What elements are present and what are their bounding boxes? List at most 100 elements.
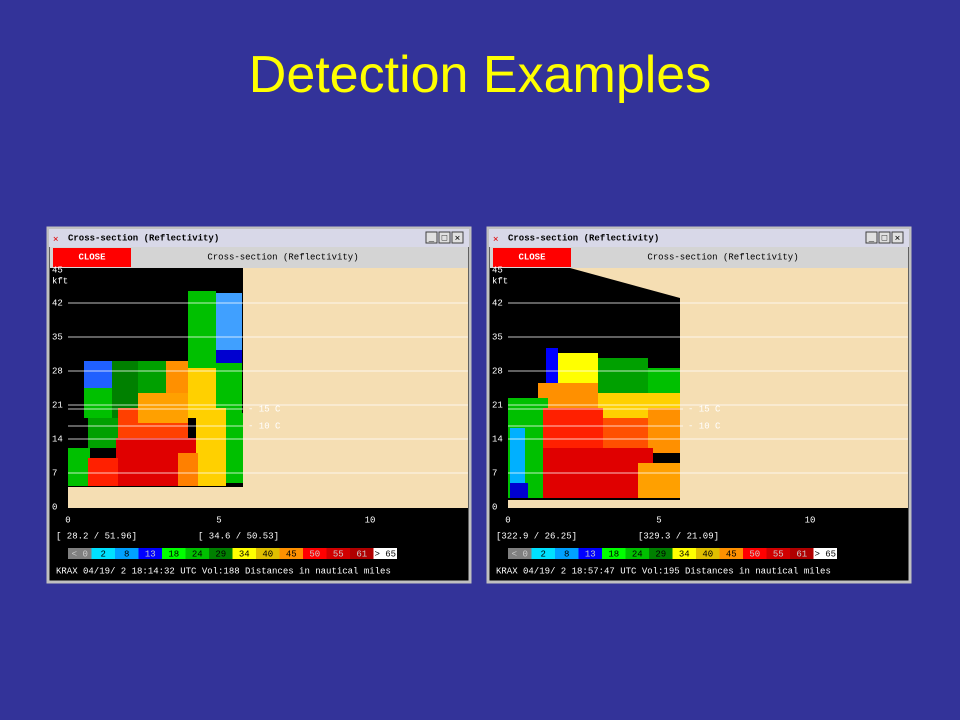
app-window: ✕ Cross-section (Reflectivity) _ □ ✕ CLOSE Cro…	[46, 226, 472, 584]
radar-echo	[196, 408, 226, 486]
legend-swatch	[649, 548, 673, 559]
radar-echo	[226, 413, 243, 483]
isotherm-label: - 10 C	[688, 421, 721, 431]
legend-label: 45	[726, 549, 737, 559]
close-icon: ✕	[493, 234, 498, 244]
window-title: Cross-section (Reflectivity)	[508, 233, 659, 243]
legend-swatch	[185, 548, 209, 559]
status-line: KRAX 04/19/ 2 18:14:32 UTC Vol:188 Dista…	[56, 566, 391, 576]
window-button[interactable]	[425, 231, 438, 244]
beam-top	[570, 268, 680, 298]
coord-end: [ 34.6 / 50.53]	[198, 531, 279, 541]
y-label: 0	[52, 502, 57, 512]
title-bar	[489, 229, 909, 247]
legend-label: > 65	[814, 549, 836, 559]
legend-swatch	[303, 548, 327, 559]
legend-label: 61	[796, 549, 807, 559]
y-label: 21	[492, 400, 503, 410]
status-line: KRAX 04/19/ 2 18:57:47 UTC Vol:195 Dista…	[496, 566, 831, 576]
y-label: 35	[492, 332, 503, 342]
y-label: 45	[52, 265, 63, 275]
legend-label: 29	[655, 549, 666, 559]
radar-echo	[84, 388, 114, 418]
legend-label: > 65	[374, 549, 396, 559]
close-button[interactable]	[53, 248, 131, 267]
y-label: 28	[52, 366, 63, 376]
window-button[interactable]	[865, 231, 878, 244]
window-title: Cross-section (Reflectivity)	[68, 233, 219, 243]
legend-swatch	[719, 548, 743, 559]
x-label: 0	[65, 515, 70, 525]
radar-echo	[648, 408, 680, 453]
radar-echo	[543, 408, 603, 448]
window-button[interactable]	[878, 231, 891, 244]
window-button[interactable]	[438, 231, 451, 244]
legend-label: 55	[333, 549, 344, 559]
legend-label: 24	[632, 549, 643, 559]
radar-echo	[598, 358, 648, 398]
legend-label: 29	[215, 549, 226, 559]
legend-swatch	[326, 548, 350, 559]
legend-swatch	[91, 548, 115, 559]
window-button-icon: _	[868, 233, 875, 243]
legend-label: 34	[239, 549, 250, 559]
y-label: 21	[52, 400, 63, 410]
legend-swatch	[209, 548, 233, 559]
radar-echo	[216, 350, 242, 363]
app-window: ✕ Cross-section (Reflectivity) _ □ ✕ CLOSE Cro…	[486, 226, 912, 584]
legend-label: 18	[168, 549, 179, 559]
window-button-icon: □	[882, 233, 888, 243]
window-button-icon: _	[428, 233, 435, 243]
legend-label: 55	[773, 549, 784, 559]
y-label: 28	[492, 366, 503, 376]
radar-echo	[188, 291, 216, 368]
x-label: 5	[216, 515, 221, 525]
legend-swatch	[373, 548, 397, 559]
y-label: 14	[492, 434, 503, 444]
isotherm-label: - 10 C	[248, 421, 281, 431]
y-label: 42	[492, 298, 503, 308]
header-label: Cross-section (Reflectivity)	[647, 252, 798, 262]
radar-echo	[638, 463, 680, 498]
legend-swatch	[696, 548, 720, 559]
legend-swatch	[256, 548, 280, 559]
legend-label: 50	[749, 549, 760, 559]
legend-swatch	[766, 548, 790, 559]
close-button[interactable]	[493, 248, 571, 267]
y-label: 7	[492, 468, 497, 478]
radar-echo	[510, 428, 525, 488]
y-label: 35	[52, 332, 63, 342]
y-unit: kft	[492, 276, 508, 286]
window-button[interactable]	[451, 231, 464, 244]
y-label: 0	[492, 502, 497, 512]
close-label: CLOSE	[78, 252, 106, 262]
legend-label: 13	[145, 549, 156, 559]
legend-swatch	[232, 548, 256, 559]
legend-swatch	[350, 548, 374, 559]
radar-echo	[88, 458, 118, 486]
legend-swatch	[531, 548, 555, 559]
toolbar	[490, 247, 908, 268]
legend-label: 2	[541, 549, 546, 559]
title-bar	[49, 229, 469, 247]
x-label: 0	[505, 515, 510, 525]
isotherm-label: - 15 C	[248, 404, 281, 414]
radar-echo	[178, 453, 198, 486]
legend-swatch	[625, 548, 649, 559]
y-label: 7	[52, 468, 57, 478]
window-button[interactable]	[891, 231, 904, 244]
x-label: 10	[365, 515, 376, 525]
window-button-icon: ✕	[895, 233, 900, 243]
header-label: Cross-section (Reflectivity)	[207, 252, 358, 262]
window-button-icon: □	[442, 233, 448, 243]
legend-swatch	[578, 548, 602, 559]
legend-label: 2	[101, 549, 106, 559]
radar-echo	[216, 363, 242, 413]
legend-label: 34	[679, 549, 690, 559]
y-unit: kft	[52, 276, 68, 286]
legend-swatch	[813, 548, 837, 559]
legend-swatch	[602, 548, 626, 559]
coord-start: [322.9 / 26.25]	[496, 531, 577, 541]
